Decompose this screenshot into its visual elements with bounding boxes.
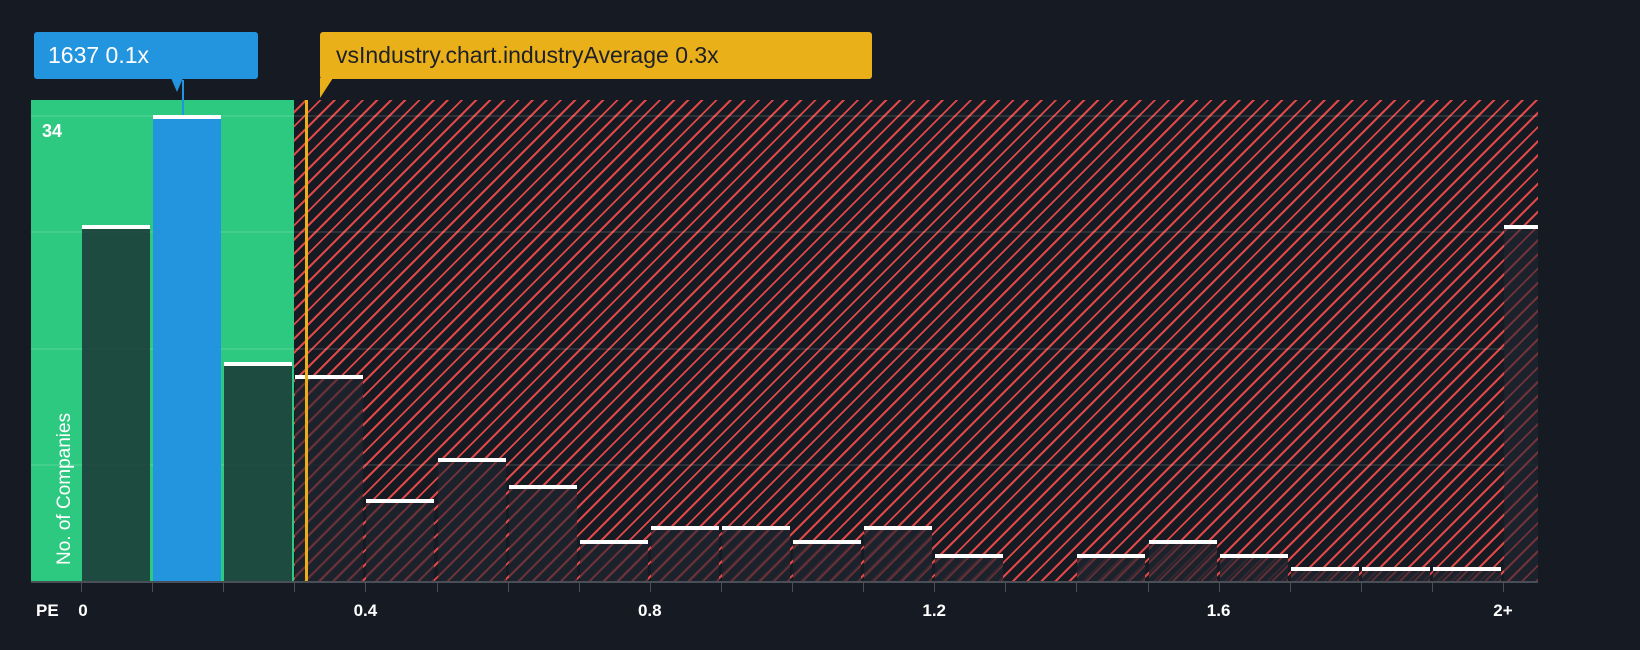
histogram-bar: [1361, 567, 1430, 581]
bar-top-marker: [793, 540, 862, 544]
x-tick: [934, 583, 936, 592]
histogram-bar: [935, 554, 1004, 581]
x-tick: [792, 583, 793, 592]
x-tick-label: 1.6: [1206, 601, 1231, 620]
histogram-bar: [650, 526, 719, 581]
x-tick: [365, 583, 367, 592]
x-axis-title: PE: [36, 601, 59, 620]
bar-top-marker: [366, 499, 435, 503]
gridline: [31, 231, 1538, 233]
bar-top-marker: [935, 554, 1004, 558]
bar-top-marker: [1290, 567, 1359, 571]
industry-average-line: [305, 100, 308, 581]
x-tick: [81, 583, 82, 592]
x-tick: [507, 583, 509, 592]
x-tick: [1360, 583, 1362, 592]
y-axis-max-label: 34: [42, 121, 63, 141]
x-tick: [1431, 583, 1433, 592]
x-tick-label: 2+: [1493, 601, 1513, 620]
bar-top-marker: [1361, 567, 1430, 571]
histogram-bar: [1432, 567, 1502, 581]
histogram-bar: [793, 540, 862, 581]
histogram-bar: [1077, 554, 1146, 581]
bar-top-marker: [1504, 225, 1538, 229]
histogram-bar: [579, 540, 648, 581]
bar-top-marker: [579, 540, 648, 544]
company-callout-pointer: [171, 78, 183, 92]
x-tick: [1503, 583, 1504, 592]
histogram-bar: [224, 362, 293, 581]
company-bar: [153, 115, 222, 581]
gridline: [31, 348, 1538, 350]
x-tick: [1218, 583, 1220, 592]
x-tick: [1076, 583, 1078, 592]
x-tick: [863, 583, 865, 592]
histogram-bar: [864, 526, 933, 581]
x-axis: [31, 581, 1538, 583]
x-tick: [578, 583, 580, 592]
y-axis-title: No. of Companies: [54, 412, 75, 565]
company-callout-leader: [182, 80, 184, 116]
histogram-bar: [1290, 567, 1359, 581]
x-tick: [223, 583, 225, 592]
histogram-bar: [366, 499, 435, 581]
bar-top-marker: [437, 458, 506, 462]
x-tick-label: 1.2: [922, 601, 947, 620]
bar-top-marker: [1219, 554, 1288, 558]
bar-top-marker: [721, 526, 790, 530]
x-tick: [294, 583, 296, 592]
x-tick-label: 0.4: [353, 601, 378, 620]
bar-top-marker: [1077, 554, 1146, 558]
x-tick: [436, 583, 438, 592]
bar-top-marker: [508, 485, 577, 489]
x-tick: [1005, 583, 1007, 592]
company-pe-callout: 1637 0.1x: [34, 32, 258, 79]
industry-average-callout: vsIndustry.chart.industryAverage 0.3x: [320, 32, 872, 79]
histogram-bar: [1219, 554, 1288, 581]
bar-top-marker: [82, 225, 151, 229]
x-tick: [152, 583, 154, 592]
histogram-bar: [437, 458, 506, 581]
chart-plot-area: [31, 100, 1538, 581]
bar-top-marker: [224, 362, 293, 366]
x-tick: [720, 583, 722, 592]
histogram-bar: [82, 225, 151, 581]
gridline: [31, 464, 1538, 466]
bar-top-marker: [864, 526, 933, 530]
histogram-bar: [1148, 540, 1217, 581]
bar-top-marker: [650, 526, 719, 530]
x-tick: [1289, 583, 1291, 592]
histogram-bar: [1504, 225, 1538, 581]
bar-top-marker: [1148, 540, 1217, 544]
x-tick-label: 0.8: [637, 601, 662, 620]
x-tick-label: 0: [78, 601, 88, 620]
industry-callout-pointer: [320, 78, 333, 98]
bar-top-marker: [1432, 567, 1501, 571]
gridline: [31, 115, 1538, 117]
bar-top-marker: [295, 375, 364, 379]
histogram-bar: [508, 485, 577, 581]
histogram-bar: [721, 526, 791, 581]
bar-top-marker: [153, 115, 222, 119]
x-tick: [649, 583, 651, 592]
x-tick: [1147, 583, 1149, 592]
